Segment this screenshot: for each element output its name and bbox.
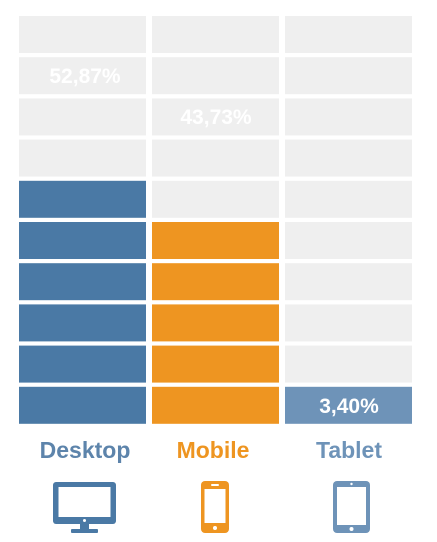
value-label-mobile: 43,73% <box>180 106 252 129</box>
tile-desktop-filled <box>19 263 146 301</box>
tile-tablet-empty <box>285 139 412 177</box>
tile-desktop-empty <box>19 98 146 136</box>
tile-tablet-empty <box>285 180 412 218</box>
tile-tablet-empty <box>285 57 412 95</box>
chart-tiles <box>19 16 412 424</box>
tile-mobile-filled <box>152 386 279 424</box>
tile-mobile-filled <box>152 345 279 383</box>
tile-desktop-filled <box>19 180 146 218</box>
tile-tablet-empty <box>285 222 412 259</box>
tile-mobile-filled <box>152 304 279 342</box>
tile-mobile-empty <box>152 180 279 218</box>
mobile-phone-icon <box>201 481 229 533</box>
tile-mobile-empty <box>152 16 279 53</box>
tile-tablet-empty <box>285 345 412 383</box>
desktop-monitor-icon <box>53 482 116 533</box>
value-label-desktop: 52,87% <box>49 65 121 88</box>
value-label-tablet: 3,40% <box>319 395 379 418</box>
tile-mobile-empty <box>152 98 279 136</box>
tile-desktop-filled <box>19 222 146 259</box>
tile-desktop-empty <box>19 16 146 53</box>
category-label-tablet: Tablet <box>316 437 382 463</box>
tile-desktop-filled <box>19 304 146 342</box>
tile-mobile-empty <box>152 139 279 177</box>
tile-tablet-empty <box>285 263 412 301</box>
tile-desktop-filled <box>19 386 146 424</box>
tile-mobile-empty <box>152 57 279 95</box>
tablet-icon <box>333 481 370 533</box>
category-label-mobile: Mobile <box>177 437 250 463</box>
tile-tablet-empty <box>285 304 412 342</box>
tile-tablet-empty <box>285 98 412 136</box>
tile-desktop-empty <box>19 139 146 177</box>
tile-tablet-empty <box>285 16 412 53</box>
tile-mobile-filled <box>152 222 279 259</box>
tile-tablet-filled <box>285 386 412 424</box>
tile-desktop-filled <box>19 345 146 383</box>
category-label-desktop: Desktop <box>40 437 131 463</box>
tile-mobile-filled <box>152 263 279 301</box>
tile-desktop-empty <box>19 57 146 95</box>
